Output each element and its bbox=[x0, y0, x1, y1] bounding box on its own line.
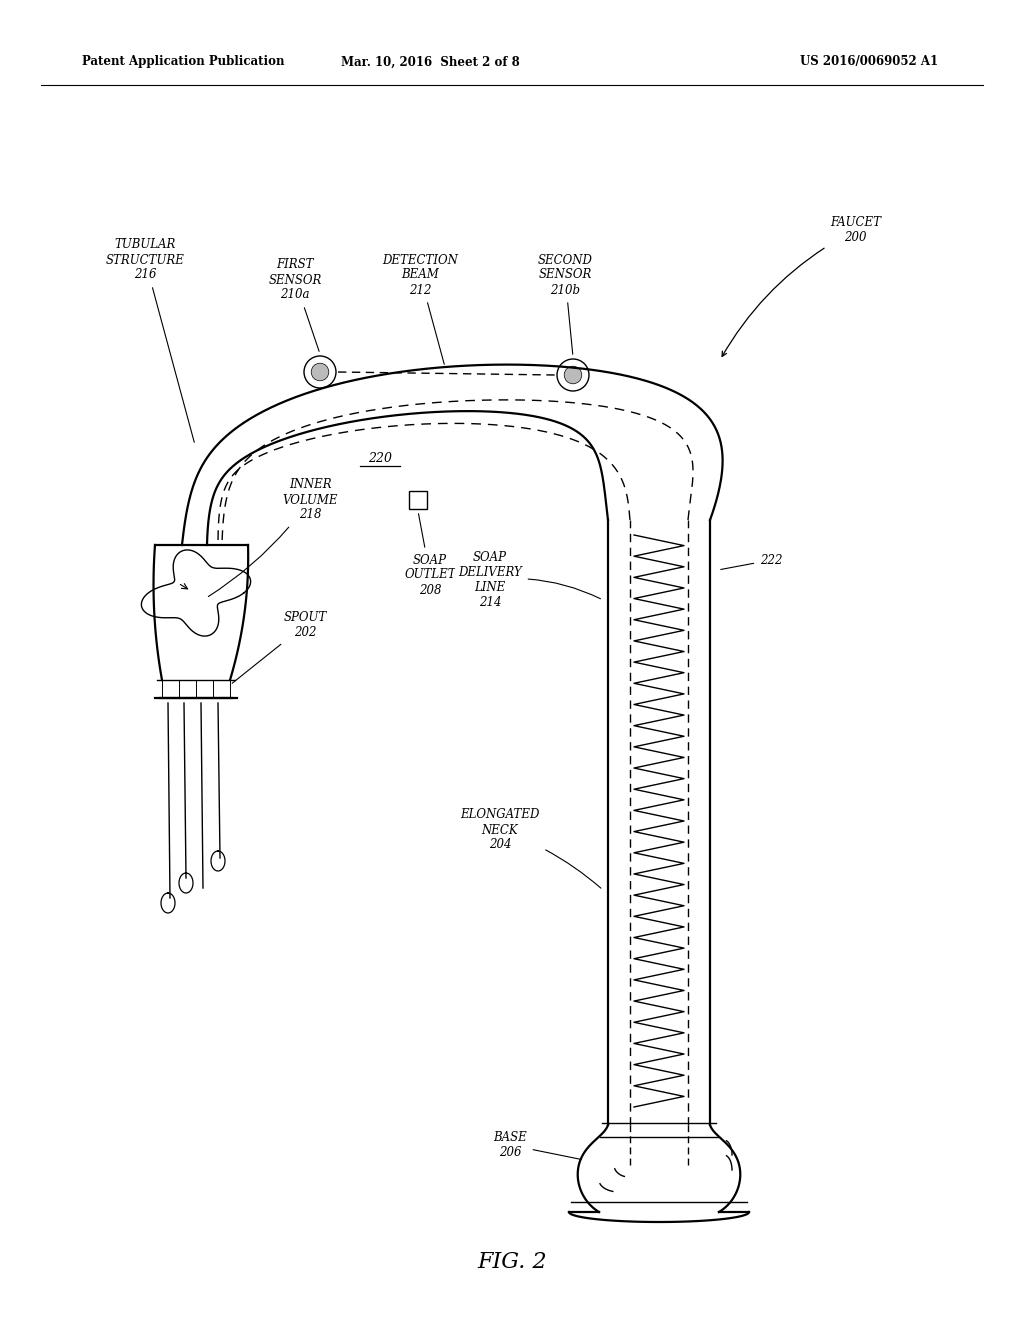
Text: FAUCET
200: FAUCET 200 bbox=[722, 216, 881, 356]
Bar bbox=[409, 491, 427, 510]
Text: BASE
206: BASE 206 bbox=[494, 1131, 582, 1159]
Text: SECOND
SENSOR
210b: SECOND SENSOR 210b bbox=[538, 253, 593, 354]
Text: SOAP
DELIVERY
LINE
214: SOAP DELIVERY LINE 214 bbox=[458, 550, 600, 609]
Text: SPOUT
202: SPOUT 202 bbox=[232, 611, 327, 684]
Text: SOAP
OUTLET
208: SOAP OUTLET 208 bbox=[404, 513, 456, 597]
Circle shape bbox=[564, 366, 582, 384]
Text: Mar. 10, 2016  Sheet 2 of 8: Mar. 10, 2016 Sheet 2 of 8 bbox=[341, 55, 519, 69]
Text: TUBULAR
STRUCTURE
216: TUBULAR STRUCTURE 216 bbox=[105, 239, 195, 442]
Text: FIG. 2: FIG. 2 bbox=[477, 1251, 547, 1272]
Text: 220: 220 bbox=[368, 451, 392, 465]
Text: DETECTION
BEAM
212: DETECTION BEAM 212 bbox=[382, 253, 458, 364]
Text: US 2016/0069052 A1: US 2016/0069052 A1 bbox=[800, 55, 938, 69]
Circle shape bbox=[311, 363, 329, 380]
Text: ELONGATED
NECK
204: ELONGATED NECK 204 bbox=[461, 808, 601, 888]
Text: INNER
VOLUME
218: INNER VOLUME 218 bbox=[208, 479, 338, 597]
Text: Patent Application Publication: Patent Application Publication bbox=[82, 55, 285, 69]
Text: 222: 222 bbox=[721, 553, 782, 569]
Text: FIRST
SENSOR
210a: FIRST SENSOR 210a bbox=[268, 259, 322, 351]
